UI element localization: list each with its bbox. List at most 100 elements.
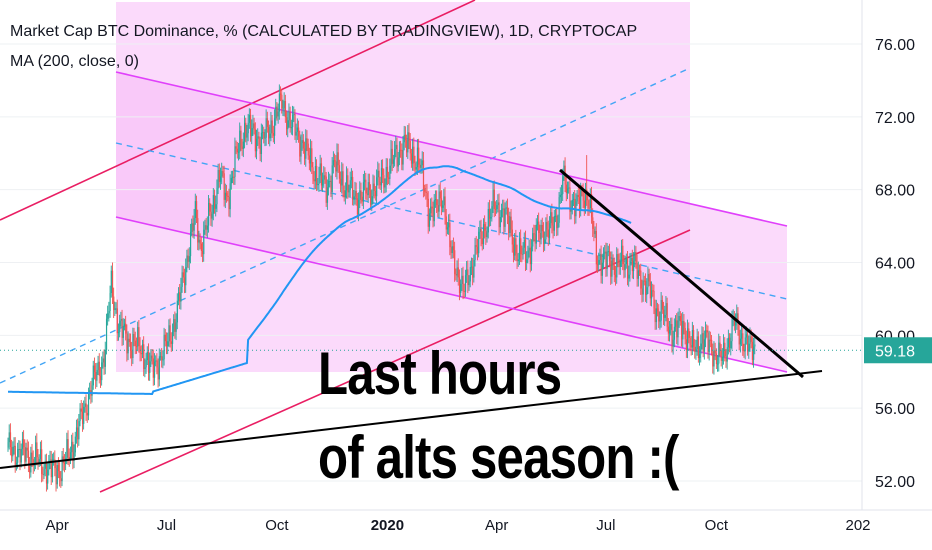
candle-body — [300, 143, 302, 157]
candle — [25, 442, 27, 467]
candle — [331, 157, 333, 200]
candle-body — [651, 290, 653, 299]
candle-body — [436, 199, 438, 206]
candle-body — [358, 199, 360, 215]
candle — [282, 99, 284, 117]
y-tick-label: 72.00 — [875, 110, 915, 127]
candle-body — [307, 143, 309, 156]
candle-body — [570, 209, 572, 212]
candle-body — [104, 349, 106, 367]
candle — [511, 220, 513, 253]
candle-body — [373, 183, 375, 191]
candle — [675, 315, 677, 332]
candle — [264, 129, 266, 147]
candle — [609, 243, 611, 268]
candle — [442, 200, 444, 213]
candle — [281, 88, 283, 114]
candle — [701, 326, 703, 350]
candle — [681, 313, 683, 347]
candle — [145, 352, 147, 374]
candle-body — [406, 140, 408, 153]
candle-body — [74, 436, 76, 453]
candle-body — [588, 207, 590, 209]
candle-body — [120, 318, 122, 321]
candle-body — [203, 229, 205, 255]
candle — [99, 367, 102, 388]
candle — [313, 171, 315, 189]
candle-body — [713, 350, 715, 367]
candle — [376, 169, 378, 204]
candle — [346, 166, 348, 199]
candle — [186, 249, 188, 273]
candle — [615, 265, 617, 286]
candle — [20, 443, 22, 468]
candle-body — [566, 188, 569, 194]
candle-body — [183, 277, 186, 286]
candle — [296, 118, 299, 140]
candle-body — [145, 360, 147, 368]
candle-body — [215, 204, 217, 209]
candle — [654, 299, 656, 330]
candle — [117, 323, 120, 341]
candle — [135, 337, 138, 354]
candle-body — [557, 222, 559, 229]
candle — [493, 180, 495, 218]
candle-body — [343, 190, 345, 198]
candle-body — [199, 239, 201, 244]
candle-body — [493, 189, 495, 209]
candle — [696, 328, 698, 356]
candle — [569, 178, 571, 220]
candle-body — [143, 344, 145, 370]
candle — [348, 184, 350, 198]
candle-body — [214, 195, 216, 209]
candle — [125, 315, 127, 341]
candle-body — [329, 180, 331, 182]
candle — [48, 454, 50, 476]
candle-body — [61, 456, 63, 482]
candle-body — [518, 238, 521, 260]
candle-body — [485, 230, 487, 238]
candle-body — [521, 254, 523, 256]
candle — [697, 331, 700, 363]
candle — [93, 357, 96, 380]
candle — [115, 302, 117, 314]
candle — [491, 201, 493, 222]
candle-body — [330, 180, 332, 193]
candle-body — [77, 427, 79, 440]
candle-body — [484, 224, 486, 231]
candle-body — [583, 200, 585, 208]
candle — [703, 330, 706, 360]
candle-body — [395, 144, 397, 150]
candle-body — [7, 442, 9, 448]
candle — [436, 190, 438, 213]
candle-body — [593, 228, 595, 235]
candle-body — [54, 459, 56, 469]
candle — [173, 314, 175, 337]
x-tick-label: Jul — [157, 517, 176, 534]
candle — [299, 130, 301, 162]
candle — [540, 219, 542, 245]
candle-body — [426, 192, 428, 199]
candle-body — [697, 336, 700, 359]
candle — [717, 354, 719, 372]
candle — [642, 272, 644, 302]
candle-body — [574, 198, 576, 217]
candle-body — [529, 247, 531, 265]
candle — [151, 348, 153, 365]
candle — [352, 170, 354, 206]
candle — [636, 254, 638, 287]
candle-body — [51, 459, 54, 478]
candle — [340, 171, 342, 193]
candle — [276, 102, 278, 121]
candle-body — [647, 273, 649, 288]
candle-body — [711, 339, 713, 352]
candle — [699, 346, 701, 366]
candle — [29, 456, 31, 479]
candle-body — [634, 252, 636, 262]
candle — [12, 441, 14, 462]
candle-body — [425, 191, 427, 193]
candle-body — [69, 452, 72, 460]
candle-body — [14, 445, 16, 465]
candle — [180, 277, 182, 310]
